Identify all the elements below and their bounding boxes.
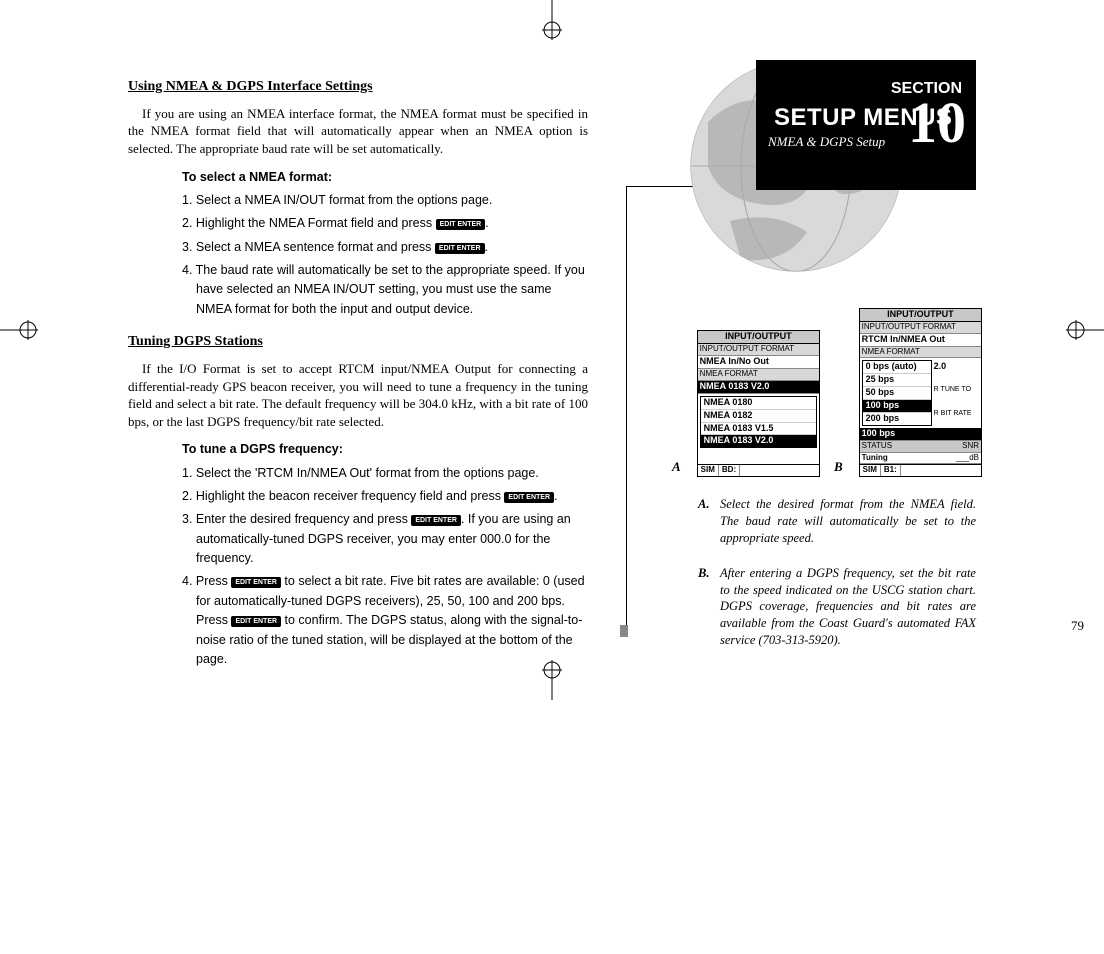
main-column: Using NMEA & DGPS Interface Settings If … — [128, 78, 588, 683]
scr-a-title: INPUT/OUTPUT — [698, 331, 819, 344]
caption-a-letter: A. — [698, 496, 720, 547]
scr-b-rlabel2: R BIT RATE — [934, 410, 972, 418]
scr-b-sideval: 2.0 — [934, 362, 947, 372]
page-number: 79 — [1071, 618, 1084, 634]
instr-head-2: To tune a DGPS frequency: — [182, 440, 588, 459]
scr-a-val2: NMEA 0183 V2.0 — [698, 381, 819, 394]
scr-b-dropdown: 0 bps (auto) 25 bps 50 bps 100 bps 200 b… — [862, 360, 932, 425]
scr-b-opt: 50 bps — [863, 387, 931, 400]
instructions-nmea: To select a NMEA format: 1. Select a NME… — [182, 168, 588, 320]
screenshots-row: A INPUT/OUTPUT INPUT/OUTPUT FORMAT NMEA … — [672, 308, 982, 477]
scr-a-footer: SIM BD: — [698, 464, 819, 476]
captions: A. Select the desired format from the NM… — [698, 496, 976, 667]
crop-mark-left — [0, 310, 38, 350]
heading-nmea: Using NMEA & DGPS Interface Settings — [128, 78, 588, 97]
crop-mark-right — [1066, 310, 1104, 350]
instr-head-1: To select a NMEA format: — [182, 168, 588, 187]
scr-a-sub1: INPUT/OUTPUT FORMAT — [698, 344, 819, 356]
caption-a: A. Select the desired format from the NM… — [698, 496, 976, 547]
instructions-dgps: To tune a DGPS frequency: 1. Select the … — [182, 440, 588, 669]
instr-2-3: 3. Enter the desired frequency and press… — [182, 510, 588, 568]
edit-enter-key-icon: EDIT ENTER — [411, 515, 461, 526]
crop-mark-top — [532, 0, 572, 40]
scr-b-sub2: NMEA FORMAT — [860, 347, 981, 359]
instr-2-4: 4. Press EDIT ENTER to select a bit rate… — [182, 572, 588, 669]
scr-a-opt-selected: NMEA 0183 V2.0 — [701, 435, 816, 447]
edit-enter-key-icon: EDIT ENTER — [231, 616, 281, 627]
label-b: B — [834, 459, 843, 477]
scr-b-sub1: INPUT/OUTPUT FORMAT — [860, 322, 981, 334]
caption-b-letter: B. — [698, 565, 720, 649]
page-marker — [620, 625, 628, 637]
screenshot-a: INPUT/OUTPUT INPUT/OUTPUT FORMAT NMEA In… — [697, 330, 820, 477]
caption-b-text: After entering a DGPS frequency, set the… — [720, 565, 976, 649]
tab-marker — [976, 158, 1000, 172]
heading-dgps: Tuning DGPS Stations — [128, 333, 588, 352]
instr-1-1: 1. Select a NMEA IN/OUT format from the … — [182, 191, 588, 210]
scr-b-opt: 25 bps — [863, 374, 931, 387]
instr-1-4: 4. The baud rate will automatically be s… — [182, 261, 588, 319]
instr-2-2: 2. Highlight the beacon receiver frequen… — [182, 487, 588, 506]
edit-enter-key-icon: EDIT ENTER — [504, 492, 554, 503]
scr-b-opt-selected: 100 bps — [863, 400, 931, 413]
page: Using NMEA & DGPS Interface Settings If … — [0, 0, 1104, 660]
scr-b-opt: 200 bps — [863, 413, 931, 425]
scr-a-opt: NMEA 0180 — [701, 397, 816, 410]
rule-vertical — [626, 186, 627, 634]
edit-enter-key-icon: EDIT ENTER — [435, 243, 485, 254]
instr-1-3: 3. Select a NMEA sentence format and pre… — [182, 238, 588, 257]
scr-b-footer: SIM B1: — [860, 464, 981, 476]
scr-b-title: INPUT/OUTPUT — [860, 309, 981, 322]
scr-a-val1: NMEA In/No Out — [698, 356, 819, 369]
edit-enter-key-icon: EDIT ENTER — [436, 219, 486, 230]
para-dgps: If the I/O Format is set to accept RTCM … — [128, 360, 588, 430]
scr-a-dropdown: NMEA 0180 NMEA 0182 NMEA 0183 V1.5 NMEA … — [700, 396, 817, 449]
scr-a-opt: NMEA 0183 V1.5 — [701, 423, 816, 436]
scr-b-val1: RTCM In/NMEA Out — [860, 334, 981, 347]
screenshot-b: INPUT/OUTPUT INPUT/OUTPUT FORMAT RTCM In… — [859, 308, 982, 477]
caption-a-text: Select the desired format from the NMEA … — [720, 496, 976, 547]
setup-subtitle: NMEA & DGPS Setup — [768, 134, 885, 150]
caption-b: B. After entering a DGPS frequency, set … — [698, 565, 976, 649]
scr-b-rlabel1: R TUNE TO — [934, 386, 971, 394]
section-header-box: SETUP MENUS NMEA & DGPS Setup SECTION 10 — [756, 60, 976, 190]
scr-b-opt: 0 bps (auto) — [863, 361, 931, 374]
instr-1-2: 2. Highlight the NMEA Format field and p… — [182, 214, 588, 233]
edit-enter-key-icon: EDIT ENTER — [231, 577, 281, 588]
scr-b-bitrate: 100 bps — [860, 428, 981, 441]
scr-a-opt: NMEA 0182 — [701, 410, 816, 423]
label-a: A — [672, 459, 681, 477]
scr-a-sub2: NMEA FORMAT — [698, 369, 819, 381]
instr-2-1: 1. Select the 'RTCM In/NMEA Out' format … — [182, 464, 588, 483]
para-nmea: If you are using an NMEA interface forma… — [128, 105, 588, 158]
section-number: 10 — [908, 94, 966, 152]
